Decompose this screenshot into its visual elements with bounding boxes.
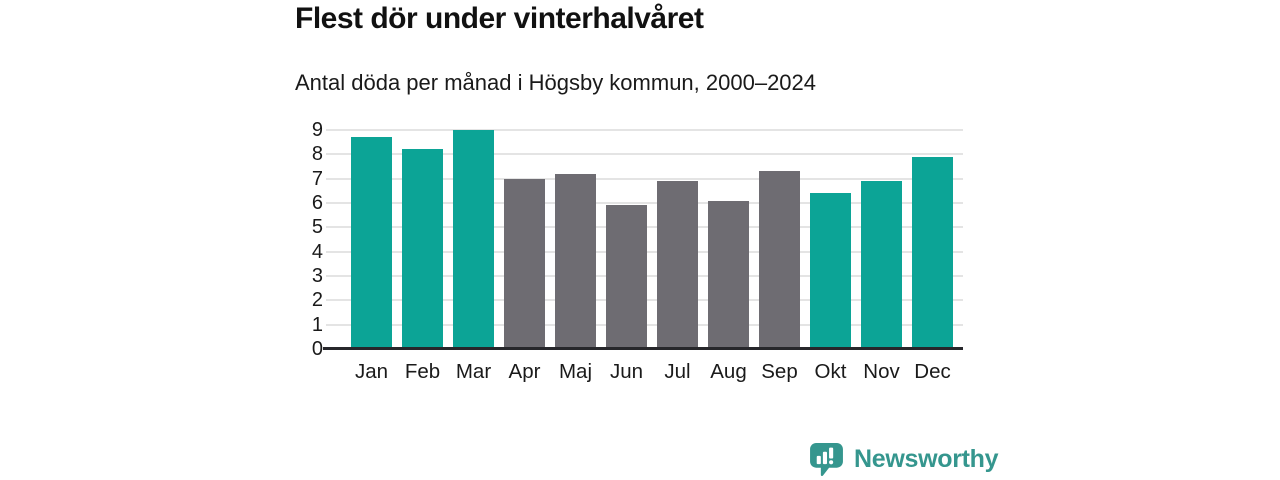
chart-subtitle: Antal döda per månad i Högsby kommun, 20… [295, 70, 817, 95]
x-tick-label-feb: Feb [404, 360, 441, 383]
x-tick-label-okt: Okt [814, 360, 847, 383]
x-tick-label-maj: Maj [558, 360, 593, 383]
bar-apr [504, 178, 545, 349]
bar-jun [606, 205, 647, 349]
x-tick-label-jan: Jan [354, 360, 389, 383]
bar-okt [810, 193, 851, 349]
x-tick-label-sep: Sep [761, 360, 798, 383]
bar-aug [708, 200, 749, 349]
x-tick-label-jun: Jun [609, 360, 644, 383]
gridline [326, 153, 963, 156]
x-tick-label-dec: Dec [914, 360, 951, 383]
bar-mar [453, 130, 494, 349]
bar-nov [861, 181, 902, 349]
y-tick-label: 2 [311, 289, 323, 312]
brand-name: Newsworthy [854, 445, 999, 473]
x-tick-label-jul: Jul [664, 360, 691, 383]
gridline [326, 177, 963, 180]
x-tick-label-aug: Aug [710, 360, 747, 383]
brand-logo: Newsworthy [808, 441, 999, 478]
x-tick-label-nov: Nov [863, 360, 900, 383]
bar-jan [351, 137, 392, 349]
gridline [326, 202, 963, 204]
bar-dec [912, 156, 953, 349]
y-tick-label: 4 [311, 240, 323, 263]
y-tick-label: 1 [311, 313, 323, 336]
x-tick-label-apr: Apr [508, 360, 541, 383]
chart-title: Flest dör under vinterhalvåret [295, 2, 704, 35]
x-axis-baseline [323, 347, 963, 350]
plot-area [326, 129, 963, 349]
bar-series [332, 130, 963, 349]
bar-maj [555, 173, 596, 349]
y-tick-label: 3 [311, 265, 323, 287]
x-tick-label-mar: Mar [455, 360, 492, 383]
newsworthy-logo-icon [810, 443, 843, 477]
x-axis: Jan Feb Mar Apr Maj Jun Jul Aug Sep Okt Nov Dec [332, 358, 963, 386]
bar-feb [402, 149, 443, 349]
y-tick-label: 0 [311, 338, 323, 360]
y-tick-label: 6 [311, 192, 323, 214]
bar-jul [657, 181, 698, 349]
y-tick-label: 5 [311, 216, 323, 239]
y-tick-label: 9 [311, 119, 323, 141]
y-tick-label: 7 [311, 167, 323, 190]
y-tick-label: 8 [311, 143, 323, 166]
bar-sep [759, 171, 800, 349]
gridline [326, 129, 963, 131]
